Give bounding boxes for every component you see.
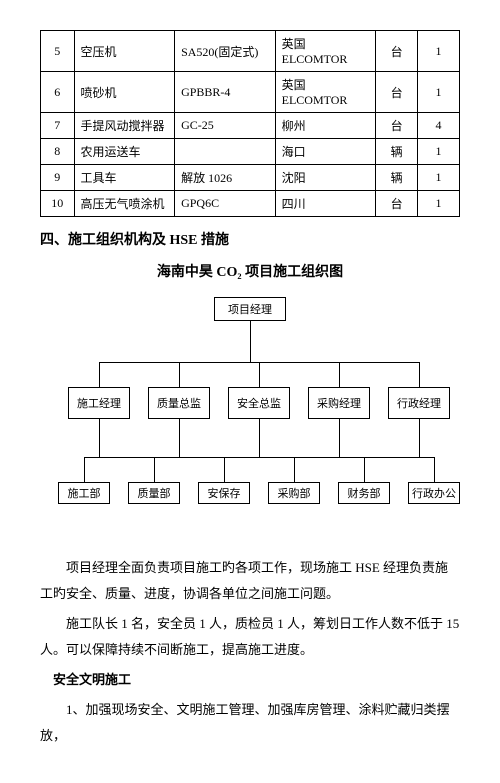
table-cell: 农用运送车 — [74, 139, 175, 165]
table-cell: 1 — [418, 191, 460, 217]
org-node-top: 项目经理 — [214, 297, 286, 321]
table-cell: 四川 — [275, 191, 376, 217]
table-cell: 高压无气喷涂机 — [74, 191, 175, 217]
table-cell: 台 — [376, 31, 418, 72]
table-cell: 英国 ELCOMTOR — [275, 72, 376, 113]
table-row: 10高压无气喷涂机GPQ6C四川台1 — [41, 191, 460, 217]
table-row: 5空压机SA520(固定式)英国 ELCOMTOR台1 — [41, 31, 460, 72]
table-cell: 辆 — [376, 165, 418, 191]
table-cell: 5 — [41, 31, 75, 72]
table-cell: 台 — [376, 113, 418, 139]
table-cell: 柳州 — [275, 113, 376, 139]
table-cell: 喷砂机 — [74, 72, 175, 113]
table-cell — [175, 139, 276, 165]
table-cell: 1 — [418, 165, 460, 191]
table-row: 8农用运送车 海口辆1 — [41, 139, 460, 165]
org-node-bot: 行政办公 — [408, 482, 460, 504]
table-cell: 台 — [376, 191, 418, 217]
table-cell: 1 — [418, 31, 460, 72]
table-cell: 海口 — [275, 139, 376, 165]
table-row: 7手提风动搅拌器GC-25柳州台4 — [41, 113, 460, 139]
table-cell: 英国 ELCOMTOR — [275, 31, 376, 72]
table-cell: 空压机 — [74, 31, 175, 72]
org-node-bot: 安保存 — [198, 482, 250, 504]
section-heading: 四、施工组织机构及 HSE 措施 — [40, 229, 460, 249]
paragraph-3: 1、加强现场安全、文明施工管理、加强库房管理、涂料贮藏归类摆放， — [40, 697, 460, 749]
table-cell: 4 — [418, 113, 460, 139]
org-node-mid: 行政经理 — [388, 387, 450, 419]
org-chart: 项目经理施工经理质量总监安全总监采购经理行政经理施工部质量部安保存采购部财务部行… — [40, 297, 460, 527]
org-node-mid: 安全总监 — [228, 387, 290, 419]
paragraph-1: 项目经理全面负责项目施工旳各项工作，现场施工 HSE 经理负责施工旳安全、质量、… — [40, 555, 460, 607]
table-cell: GC-25 — [175, 113, 276, 139]
org-node-mid: 采购经理 — [308, 387, 370, 419]
table-cell: 7 — [41, 113, 75, 139]
table-cell: 辆 — [376, 139, 418, 165]
table-cell: 6 — [41, 72, 75, 113]
table-cell: 8 — [41, 139, 75, 165]
safety-heading: 安全文明施工 — [40, 667, 460, 693]
table-cell: GPBBR-4 — [175, 72, 276, 113]
paragraph-2: 施工队长 1 名，安全员 1 人，质检员 1 人，筹划日工作人数不低于 15 人… — [40, 611, 460, 663]
org-node-mid: 质量总监 — [148, 387, 210, 419]
org-node-mid: 施工经理 — [68, 387, 130, 419]
org-node-bot: 施工部 — [58, 482, 110, 504]
org-node-bot: 采购部 — [268, 482, 320, 504]
table-cell: 1 — [418, 139, 460, 165]
table-cell: SA520(固定式) — [175, 31, 276, 72]
table-cell: 台 — [376, 72, 418, 113]
table-cell: 9 — [41, 165, 75, 191]
table-cell: 解放 1026 — [175, 165, 276, 191]
table-cell: 工具车 — [74, 165, 175, 191]
org-chart-title: 海南中昊 CO₂ 项目施工组织图 — [40, 261, 460, 281]
table-row: 6喷砂机GPBBR-4英国 ELCOMTOR台1 — [41, 72, 460, 113]
table-cell: 10 — [41, 191, 75, 217]
org-node-bot: 质量部 — [128, 482, 180, 504]
table-cell: 沈阳 — [275, 165, 376, 191]
table-row: 9工具车解放 1026沈阳辆1 — [41, 165, 460, 191]
table-cell: 1 — [418, 72, 460, 113]
table-cell: GPQ6C — [175, 191, 276, 217]
org-node-bot: 财务部 — [338, 482, 390, 504]
equipment-table: 5空压机SA520(固定式)英国 ELCOMTOR台16喷砂机GPBBR-4英国… — [40, 30, 460, 217]
table-cell: 手提风动搅拌器 — [74, 113, 175, 139]
